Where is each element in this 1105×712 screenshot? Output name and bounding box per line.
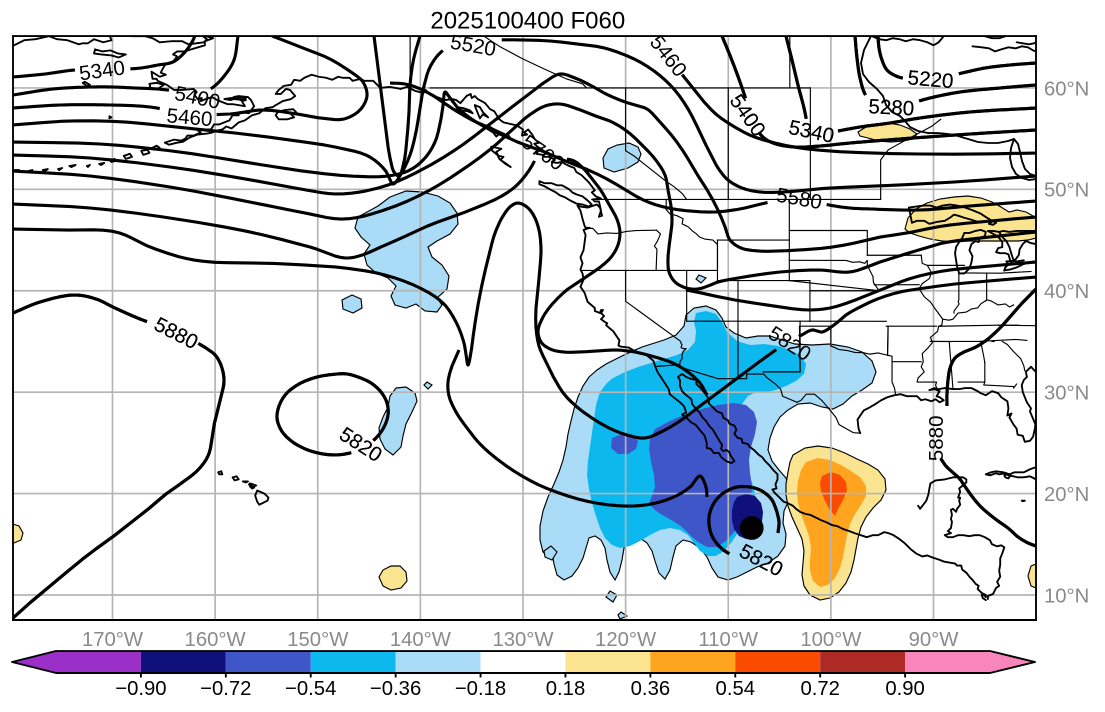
svg-text:150°W: 150°W [287, 629, 349, 651]
svg-text:−0.18: −0.18 [455, 678, 506, 700]
svg-text:5280: 5280 [868, 95, 915, 120]
svg-text:5820: 5820 [764, 322, 815, 366]
svg-text:5280: 5280 [868, 95, 915, 120]
svg-text:5580: 5580 [775, 184, 824, 215]
svg-text:5760: 5760 [517, 130, 568, 175]
svg-text:160°W: 160°W [185, 629, 247, 651]
svg-text:−0.90: −0.90 [115, 678, 166, 700]
svg-text:−0.36: −0.36 [370, 678, 421, 700]
svg-text:5220: 5220 [907, 66, 955, 93]
svg-text:5460: 5460 [645, 31, 691, 81]
svg-text:5340: 5340 [787, 116, 837, 148]
svg-text:130°W: 130°W [492, 629, 554, 651]
svg-text:−0.72: −0.72 [200, 678, 251, 700]
svg-text:30°N: 30°N [1044, 383, 1089, 405]
svg-text:5820: 5820 [335, 423, 386, 467]
svg-text:−0.54: −0.54 [285, 678, 336, 700]
svg-text:110°W: 110°W [698, 629, 758, 651]
svg-text:10°N: 10°N [1044, 585, 1089, 607]
svg-text:5400: 5400 [725, 90, 770, 141]
svg-text:5460: 5460 [166, 104, 214, 131]
svg-text:5220: 5220 [907, 66, 955, 93]
svg-text:5520: 5520 [449, 31, 498, 62]
svg-text:100°W: 100°W [800, 629, 862, 651]
svg-text:120°W: 120°W [595, 629, 657, 651]
svg-text:0.54: 0.54 [716, 678, 755, 700]
svg-text:5880: 5880 [150, 313, 201, 354]
svg-text:0.36: 0.36 [631, 678, 670, 700]
svg-text:0.18: 0.18 [546, 678, 585, 700]
svg-text:20°N: 20°N [1044, 484, 1089, 506]
svg-text:5880: 5880 [925, 415, 948, 461]
svg-text:50°N: 50°N [1044, 180, 1089, 202]
svg-text:0.72: 0.72 [800, 678, 839, 700]
svg-text:0.90: 0.90 [885, 678, 924, 700]
svg-text:90°W: 90°W [909, 629, 960, 651]
svg-text:5340: 5340 [78, 56, 127, 85]
svg-text:40°N: 40°N [1044, 281, 1089, 303]
svg-text:2025100400 F060: 2025100400 F060 [430, 8, 625, 35]
svg-text:140°W: 140°W [390, 629, 452, 651]
svg-text:60°N: 60°N [1044, 78, 1089, 100]
svg-text:5820: 5820 [735, 540, 786, 582]
svg-text:170°W: 170°W [82, 629, 144, 651]
